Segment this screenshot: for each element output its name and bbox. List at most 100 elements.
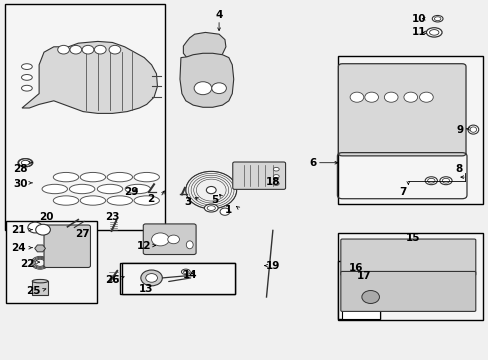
Text: 27: 27	[75, 229, 89, 239]
Text: 9: 9	[455, 125, 462, 135]
Circle shape	[419, 92, 432, 102]
Polygon shape	[22, 41, 157, 113]
Ellipse shape	[19, 159, 32, 167]
Bar	[120, 263, 234, 294]
FancyBboxPatch shape	[340, 271, 475, 311]
Ellipse shape	[97, 184, 122, 194]
Text: 25: 25	[26, 286, 41, 296]
Text: 13: 13	[138, 284, 153, 294]
Text: 8: 8	[454, 164, 461, 174]
Ellipse shape	[21, 64, 32, 69]
Ellipse shape	[21, 160, 30, 165]
Circle shape	[141, 270, 162, 286]
Circle shape	[58, 45, 69, 54]
FancyBboxPatch shape	[340, 239, 475, 275]
Text: 28: 28	[13, 164, 28, 174]
Text: 19: 19	[265, 261, 280, 271]
Ellipse shape	[125, 184, 150, 194]
Ellipse shape	[467, 125, 478, 134]
Ellipse shape	[21, 75, 32, 80]
Text: 29: 29	[123, 186, 138, 197]
FancyBboxPatch shape	[338, 64, 465, 156]
Circle shape	[109, 45, 121, 54]
Ellipse shape	[181, 269, 190, 274]
Ellipse shape	[32, 279, 48, 283]
Text: 17: 17	[356, 271, 371, 282]
Ellipse shape	[207, 206, 215, 211]
Ellipse shape	[42, 184, 67, 194]
FancyBboxPatch shape	[384, 132, 416, 148]
Ellipse shape	[69, 184, 95, 194]
Text: 23: 23	[105, 212, 120, 222]
Polygon shape	[180, 53, 233, 107]
Circle shape	[364, 92, 378, 102]
Ellipse shape	[424, 177, 436, 185]
Circle shape	[206, 186, 216, 194]
Ellipse shape	[80, 172, 105, 182]
FancyBboxPatch shape	[232, 162, 285, 189]
Polygon shape	[35, 245, 45, 252]
Circle shape	[361, 291, 379, 303]
Text: 5: 5	[211, 195, 218, 205]
Ellipse shape	[18, 159, 33, 167]
Circle shape	[403, 92, 417, 102]
Text: 11: 11	[411, 27, 426, 37]
Text: 18: 18	[265, 177, 280, 187]
Ellipse shape	[53, 196, 79, 205]
Ellipse shape	[351, 270, 363, 278]
Bar	[32, 281, 48, 295]
Text: 12: 12	[137, 240, 151, 251]
Ellipse shape	[134, 172, 159, 182]
FancyBboxPatch shape	[346, 120, 396, 139]
Text: 1: 1	[225, 204, 232, 215]
Bar	[122, 263, 234, 294]
Circle shape	[167, 235, 179, 244]
Text: 10: 10	[411, 14, 426, 24]
Circle shape	[82, 45, 94, 54]
Circle shape	[36, 224, 50, 235]
Text: 21: 21	[11, 225, 26, 235]
Text: 16: 16	[348, 263, 363, 273]
Text: 4: 4	[215, 10, 223, 20]
Text: 30: 30	[13, 179, 28, 189]
Ellipse shape	[439, 177, 451, 185]
Bar	[338, 233, 482, 320]
Ellipse shape	[53, 172, 79, 182]
Circle shape	[94, 45, 106, 54]
Text: 3: 3	[184, 197, 191, 207]
Ellipse shape	[469, 127, 476, 132]
Ellipse shape	[427, 178, 434, 183]
Circle shape	[151, 233, 169, 246]
Text: 24: 24	[11, 243, 26, 253]
Ellipse shape	[186, 241, 193, 249]
Text: 20: 20	[39, 212, 54, 222]
Ellipse shape	[426, 28, 441, 37]
Ellipse shape	[273, 182, 279, 185]
Circle shape	[211, 83, 226, 94]
Ellipse shape	[107, 172, 132, 182]
Ellipse shape	[21, 85, 32, 91]
Bar	[338, 56, 482, 204]
Bar	[5, 4, 165, 230]
Circle shape	[28, 222, 42, 233]
Circle shape	[349, 92, 363, 102]
Circle shape	[220, 208, 229, 215]
Ellipse shape	[353, 272, 361, 277]
Text: 6: 6	[309, 158, 316, 168]
Ellipse shape	[353, 282, 362, 288]
Ellipse shape	[428, 30, 438, 35]
Ellipse shape	[355, 284, 360, 287]
Text: 7: 7	[399, 186, 407, 197]
Ellipse shape	[273, 175, 279, 178]
Ellipse shape	[433, 17, 440, 21]
Ellipse shape	[80, 196, 105, 205]
Circle shape	[384, 92, 397, 102]
Text: 22: 22	[20, 258, 34, 269]
Text: 26: 26	[105, 275, 120, 285]
Circle shape	[70, 45, 81, 54]
Ellipse shape	[21, 160, 29, 165]
Circle shape	[194, 82, 211, 95]
Bar	[338, 261, 380, 319]
Ellipse shape	[273, 167, 279, 171]
Circle shape	[145, 274, 157, 282]
